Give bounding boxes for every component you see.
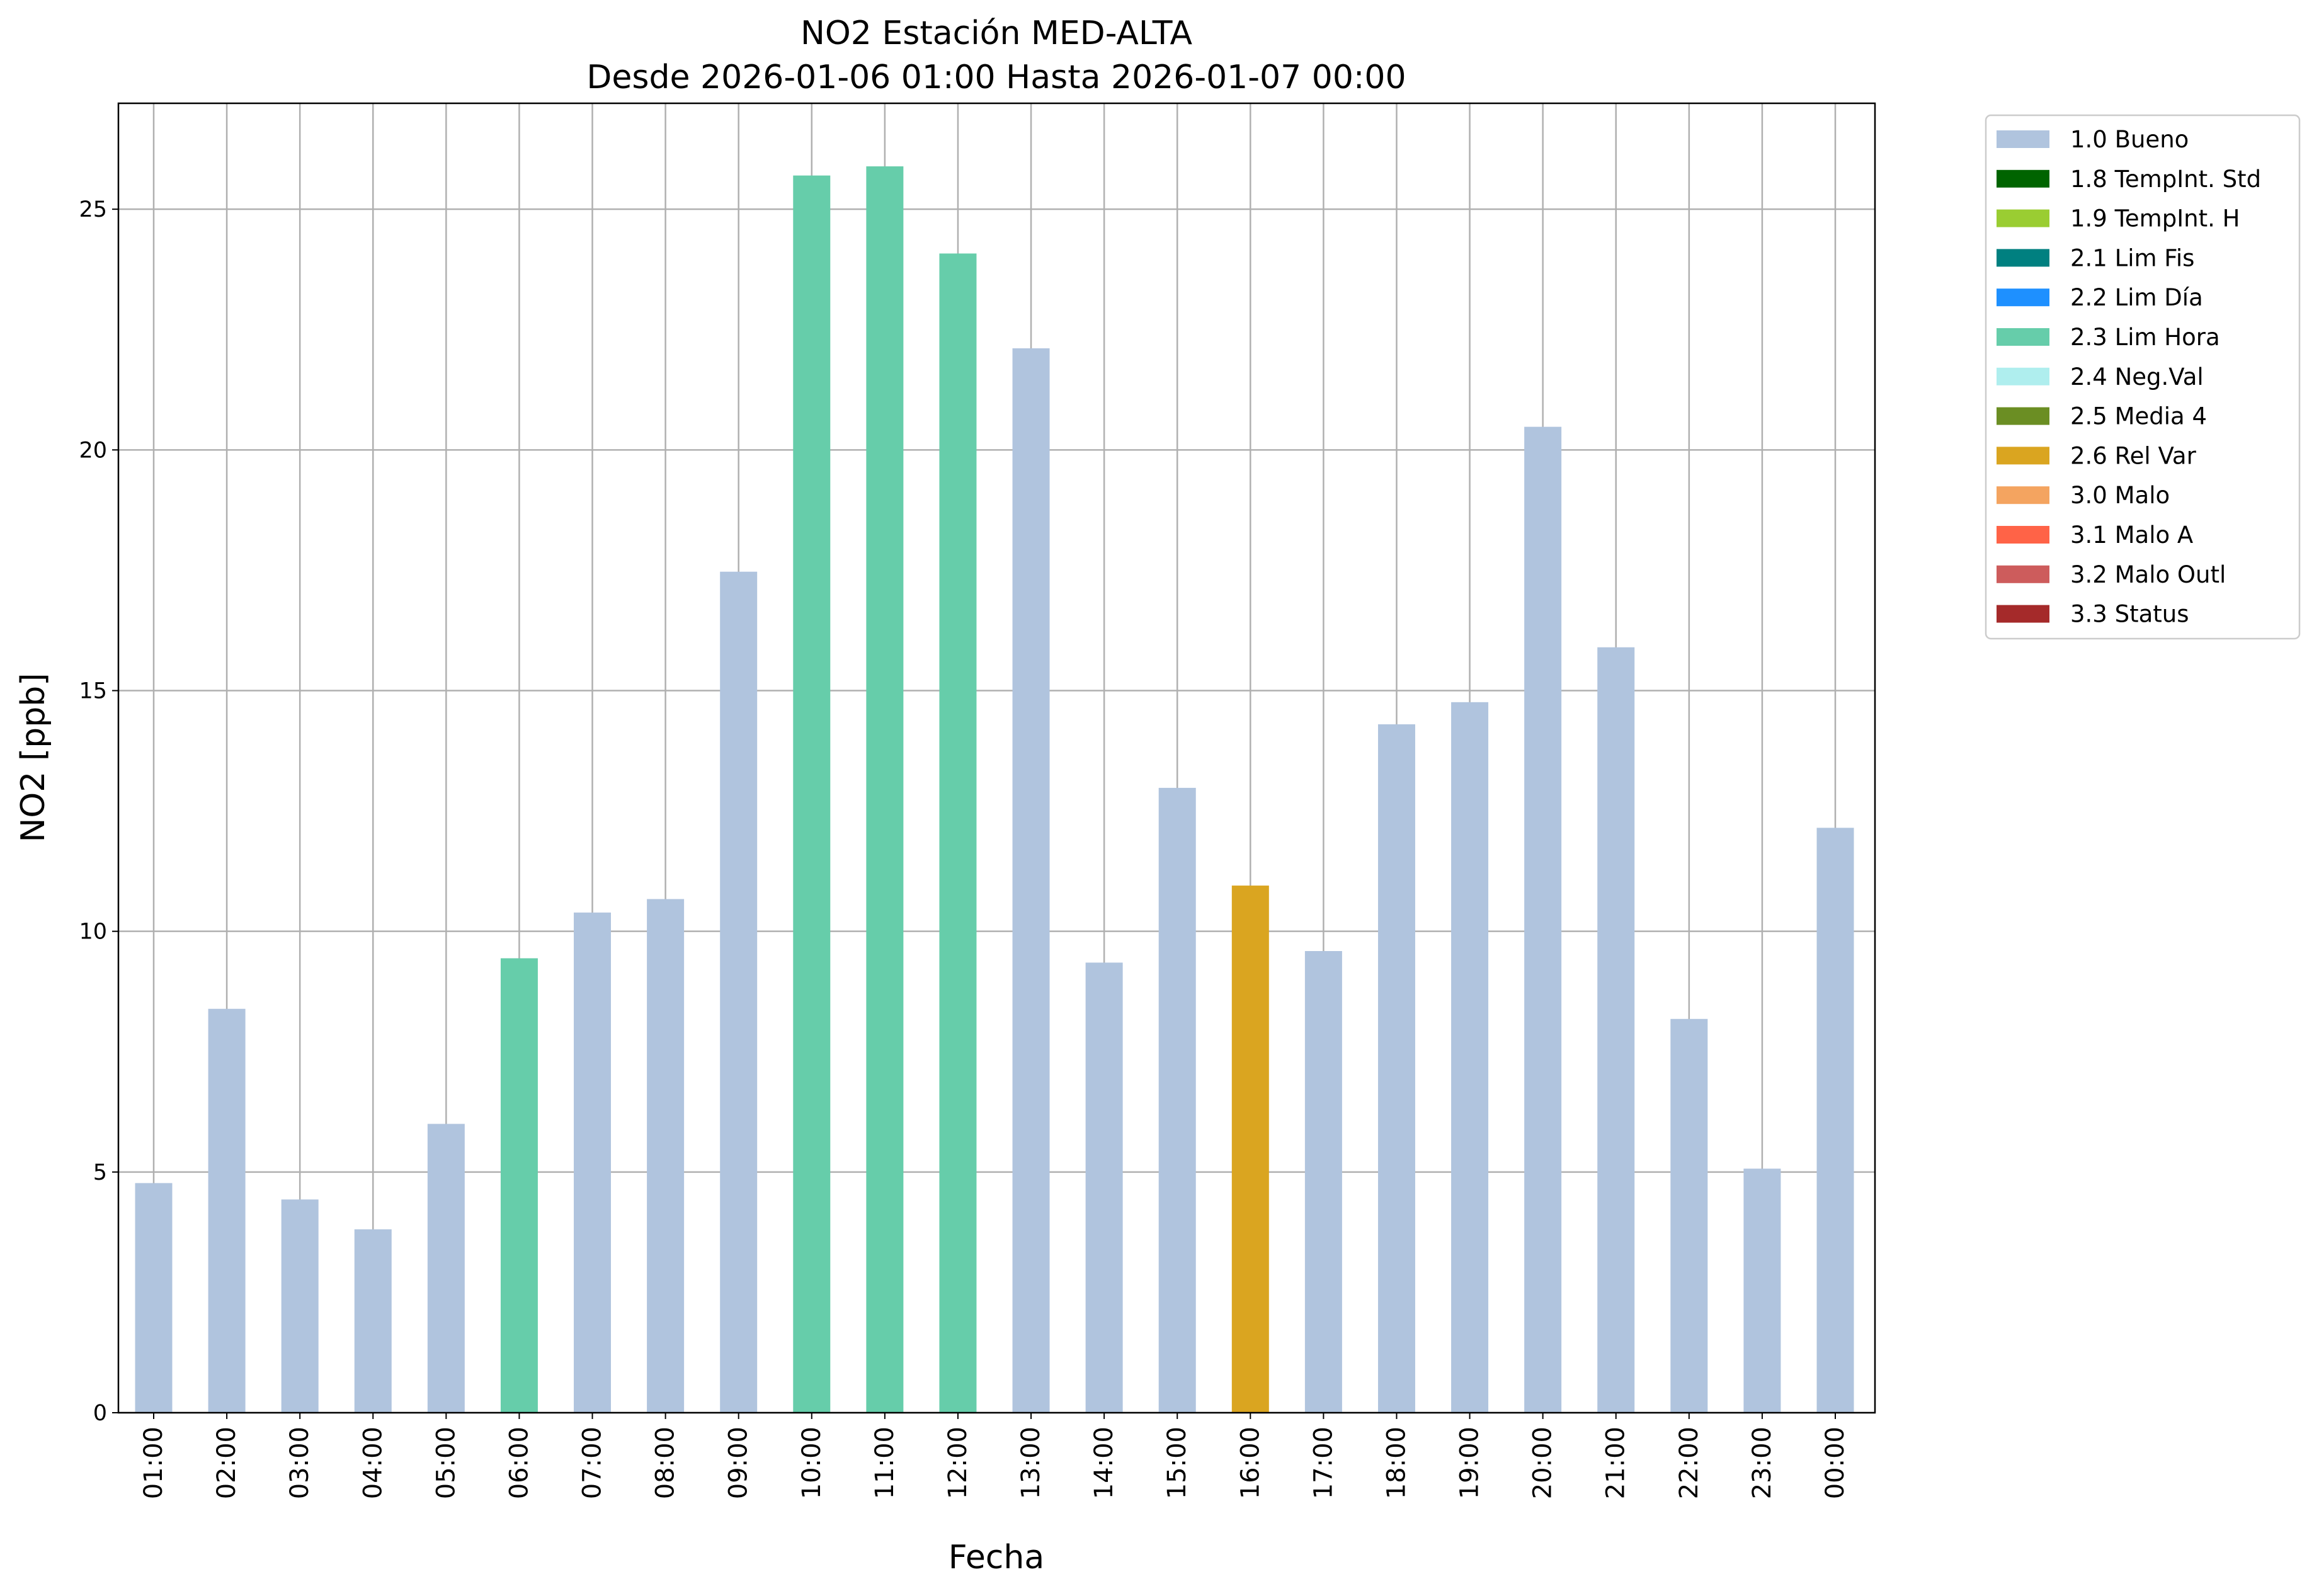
x-tick-label: 13:00	[1017, 1427, 1046, 1499]
legend-swatch	[1997, 209, 2049, 227]
bar	[720, 571, 758, 1413]
bar	[500, 958, 538, 1413]
x-tick-label: 16:00	[1236, 1427, 1265, 1499]
legend-swatch	[1997, 486, 2049, 504]
bar	[1085, 962, 1123, 1413]
legend-frame	[1985, 114, 2301, 640]
bar	[281, 1199, 319, 1413]
x-axis-label: Fecha	[949, 1539, 1044, 1576]
bar	[1012, 348, 1050, 1413]
bar	[1158, 787, 1196, 1413]
x-tick-label: 20:00	[1529, 1427, 1558, 1499]
legend-label: 3.1 Malo A	[2070, 522, 2193, 549]
legend-label: 1.9 TempInt. H	[2070, 205, 2240, 232]
bar	[1377, 724, 1415, 1413]
x-tick-label: 14:00	[1090, 1427, 1119, 1499]
bar	[647, 899, 685, 1413]
legend-swatch	[1997, 605, 2049, 623]
bars	[135, 166, 1854, 1413]
x-tick-label: 01:00	[139, 1427, 168, 1499]
bar	[354, 1229, 392, 1413]
x-tick-label: 04:00	[358, 1427, 387, 1499]
bar	[135, 1183, 173, 1413]
bar	[1743, 1168, 1781, 1413]
legend-swatch	[1997, 169, 2049, 188]
x-tick-label: 09:00	[724, 1427, 753, 1499]
legend-swatch	[1997, 447, 2049, 465]
legend-label: 1.8 TempInt. Std	[2070, 166, 2261, 193]
bar	[1524, 426, 1562, 1413]
bar	[1451, 702, 1489, 1413]
x-tick-label: 11:00	[870, 1427, 899, 1499]
x-tick-label: 07:00	[578, 1427, 607, 1499]
y-tick-label: 15	[79, 678, 107, 704]
x-tick-label: 21:00	[1602, 1427, 1631, 1499]
chart-title: NO2 Estación MED-ALTA	[801, 14, 1192, 52]
legend-swatch	[1997, 328, 2049, 346]
bar	[793, 175, 831, 1413]
y-tick-label: 10	[79, 920, 107, 945]
bar	[939, 253, 977, 1413]
x-tick-label: 05:00	[431, 1427, 460, 1499]
legend-swatch	[1997, 288, 2049, 307]
x-tick-label: 08:00	[651, 1427, 680, 1499]
x-tick-label: 17:00	[1309, 1427, 1338, 1499]
legend: 1.0 Bueno 1.8 TempInt. Std 1.9 TempInt. H 2…	[1985, 114, 2301, 640]
y-tick-label: 20	[79, 438, 107, 463]
x-tick-label: 00:00	[1821, 1427, 1850, 1499]
x-tick-label: 19:00	[1456, 1427, 1484, 1499]
bar	[1670, 1018, 1708, 1413]
legend-label: 2.1 Lim Fis	[2070, 244, 2194, 271]
x-tick-label: 12:00	[943, 1427, 972, 1499]
bar	[1597, 647, 1635, 1413]
y-tick-label: 0	[93, 1401, 107, 1426]
legend-swatch	[1997, 565, 2049, 583]
chart-subtitle: Desde 2026-01-06 01:00 Hasta 2026-01-07 …	[586, 59, 1406, 96]
legend-label: 3.2 Malo Outl	[2070, 561, 2226, 588]
legend-label: 2.6 Rel Var	[2070, 442, 2197, 469]
plot-frame	[117, 102, 1876, 1414]
legend-swatch	[1997, 367, 2049, 385]
x-tick-label: 06:00	[504, 1427, 533, 1499]
x-tick-label: 03:00	[285, 1427, 314, 1499]
legend-label: 3.3 Status	[2070, 601, 2189, 628]
y-tick-label: 25	[79, 197, 107, 222]
legend-swatch	[1997, 249, 2049, 267]
legend-swatch	[1997, 407, 2049, 425]
x-axis: 01:00 02:00 03:00 04:00 05:00 06:00 07:00 08:00…	[139, 1413, 1850, 1499]
legend-label: 2.5 Media 4	[2070, 403, 2207, 430]
x-tick-label: 22:00	[1675, 1427, 1704, 1499]
x-tick-label: 02:00	[212, 1427, 241, 1499]
y-tick-label: 5	[93, 1160, 107, 1185]
legend-swatch	[1997, 130, 2049, 148]
legend-swatch	[1997, 526, 2049, 544]
bar	[208, 1008, 246, 1413]
bar	[866, 166, 904, 1413]
bar	[1304, 950, 1342, 1413]
legend-label: 2.4 Neg.Val	[2070, 363, 2204, 390]
x-tick-label: 23:00	[1748, 1427, 1777, 1499]
y-axis-label: NO2 [ppb]	[14, 673, 52, 842]
legend-label: 1.0 Bueno	[2070, 126, 2189, 153]
y-axis: 0 5 10 15 20 25	[79, 197, 118, 1426]
x-tick-label: 10:00	[797, 1427, 826, 1499]
bar	[1231, 886, 1269, 1413]
legend-label: 2.2 Lim Día	[2070, 284, 2203, 311]
x-tick-label: 18:00	[1382, 1427, 1411, 1499]
bar	[427, 1124, 465, 1413]
x-tick-label: 15:00	[1163, 1427, 1192, 1499]
legend-label: 2.3 Lim Hora	[2070, 324, 2220, 351]
bar	[574, 912, 612, 1413]
legend-label: 3.0 Malo	[2070, 482, 2170, 509]
bar	[1816, 828, 1854, 1413]
